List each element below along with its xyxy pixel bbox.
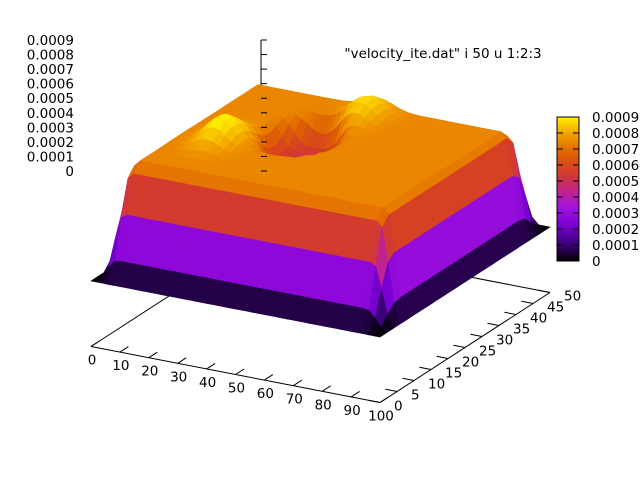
colorbar-ticks: 00.00010.00020.00030.00040.00050.00060.0…	[557, 110, 639, 270]
x-tick-label: 20	[141, 364, 158, 380]
y-tick-label: 25	[479, 344, 496, 360]
z-tick-label: 0	[65, 164, 74, 180]
z-tick-label: 0.0009	[27, 33, 74, 49]
y-tick-mark	[436, 355, 449, 359]
x-tick-mark	[177, 357, 187, 364]
x-tick-label: 100	[368, 409, 394, 425]
chart-title: "velocity_ite.dat" i 50 u 1:2:3	[344, 46, 541, 62]
y-tick-mark	[402, 377, 415, 381]
x-tick-mark	[90, 340, 100, 347]
x-tick-mark	[293, 379, 303, 387]
colorbar-tick-label: 0.0006	[592, 158, 639, 174]
x-tick-mark	[235, 368, 245, 375]
colorbar-tick-label: 0	[592, 254, 601, 270]
y-tick-label: 45	[547, 300, 564, 316]
colorbar-tick-label: 0.0008	[592, 126, 639, 142]
x-tick-mark	[350, 390, 360, 398]
y-tick-label: 5	[411, 388, 420, 404]
z-tick-label: 0.0007	[27, 62, 74, 78]
z-tick-label: 0.0004	[27, 106, 74, 122]
x-tick-label: 80	[315, 397, 332, 413]
y-tick-label: 0	[394, 399, 403, 415]
z-tick-label: 0.0002	[27, 135, 74, 151]
y-tick-mark	[504, 311, 517, 315]
z-tick-label: 0.0008	[27, 48, 74, 64]
y-tick-mark	[385, 388, 398, 392]
x-tick-mark	[206, 362, 216, 370]
colorbar: 00.00010.00020.00030.00040.00050.00060.0…	[556, 110, 639, 270]
y-tick-mark	[470, 333, 483, 337]
y-tick-mark	[453, 344, 466, 348]
x-tick-label: 70	[286, 392, 303, 408]
colorbar-tick-label: 0.0009	[592, 110, 639, 126]
x-tick-label: 50	[228, 381, 245, 397]
y-tick-label: 20	[462, 355, 479, 371]
x-tick-mark	[379, 396, 389, 403]
y-tick-mark	[487, 322, 500, 326]
x-tick-mark	[321, 385, 331, 392]
z-tick-label: 0.0003	[27, 120, 74, 136]
y-tick-label: 40	[530, 311, 547, 327]
x-tick-mark	[264, 374, 274, 381]
y-tick-mark	[368, 399, 381, 403]
x-tick-label: 40	[199, 375, 216, 391]
y-tick-mark	[419, 366, 432, 370]
z-tick-label: 0.0006	[27, 77, 74, 93]
colorbar-tick-label: 0.0007	[592, 142, 639, 158]
z-tick-label: 0.0001	[27, 149, 74, 165]
x-tick-label: 10	[112, 358, 129, 374]
y-tick-label: 35	[513, 322, 530, 338]
z-axis: 00.00010.00020.00030.00040.00050.00060.0…	[27, 33, 267, 180]
y-tick-mark	[538, 289, 551, 293]
x-tick-mark	[148, 351, 158, 359]
surface-cell	[373, 327, 387, 338]
x-tick-label: 0	[88, 353, 97, 369]
colorbar-tick-label: 0.0001	[592, 238, 639, 254]
colorbar-tick-label: 0.0002	[592, 222, 639, 238]
x-tick-label: 30	[170, 369, 187, 385]
y-tick-mark	[521, 300, 534, 304]
y-tick-label: 30	[496, 333, 513, 349]
x-tick-label: 60	[257, 386, 274, 402]
x-tick-label: 90	[344, 403, 361, 419]
colorbar-tick-label: 0.0004	[592, 190, 639, 206]
surface-mesh	[90, 84, 551, 338]
y-tick-label: 50	[564, 289, 581, 305]
y-tick-label: 10	[428, 377, 445, 393]
x-tick-mark	[119, 346, 129, 353]
x-axis: 0 10 20 30 40 50 60 70 80 90 100	[88, 340, 394, 425]
colorbar-tick-label: 0.0005	[592, 174, 639, 190]
y-tick-label: 15	[445, 366, 462, 382]
z-tick-label: 0.0005	[27, 91, 74, 107]
colorbar-gradient	[556, 116, 580, 262]
colorbar-tick-label: 0.0003	[592, 206, 639, 222]
